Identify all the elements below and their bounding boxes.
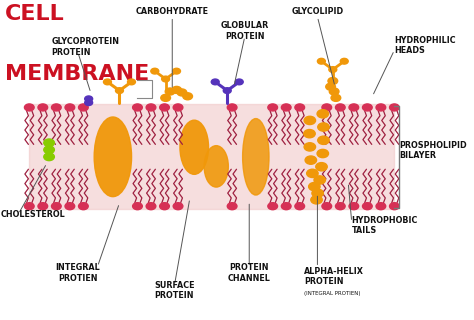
Circle shape bbox=[318, 58, 325, 64]
Circle shape bbox=[268, 104, 278, 111]
Circle shape bbox=[318, 123, 329, 131]
Text: GLOBULAR
PROTEIN: GLOBULAR PROTEIN bbox=[221, 21, 269, 41]
Text: HYDROPHILIC
HEADS: HYDROPHILIC HEADS bbox=[394, 36, 456, 55]
Circle shape bbox=[304, 143, 316, 151]
Circle shape bbox=[376, 203, 386, 210]
Circle shape bbox=[44, 146, 55, 154]
Circle shape bbox=[316, 163, 327, 171]
Circle shape bbox=[304, 116, 316, 124]
Circle shape bbox=[314, 176, 326, 184]
Ellipse shape bbox=[94, 117, 132, 197]
Circle shape bbox=[363, 104, 372, 111]
Circle shape bbox=[336, 203, 345, 210]
Circle shape bbox=[44, 153, 55, 161]
Circle shape bbox=[295, 203, 305, 210]
Circle shape bbox=[85, 100, 92, 106]
Circle shape bbox=[340, 58, 348, 64]
Text: ALPHA-HELIX
PROTEIN: ALPHA-HELIX PROTEIN bbox=[304, 267, 364, 286]
Text: INTEGRAL
PROTIEN: INTEGRAL PROTIEN bbox=[55, 263, 100, 283]
Circle shape bbox=[133, 104, 142, 111]
Bar bbox=[29, 104, 394, 209]
Circle shape bbox=[328, 77, 337, 84]
Text: CARBOHYDRATE: CARBOHYDRATE bbox=[136, 7, 209, 16]
Circle shape bbox=[312, 189, 323, 197]
Text: PROSPHOLIPID
BILAYER: PROSPHOLIPID BILAYER bbox=[399, 141, 466, 160]
Circle shape bbox=[363, 203, 372, 210]
Circle shape bbox=[52, 203, 61, 210]
Circle shape bbox=[307, 169, 318, 178]
Circle shape bbox=[318, 136, 329, 144]
Circle shape bbox=[173, 68, 181, 74]
Text: SURFACE
PROTEIN: SURFACE PROTEIN bbox=[154, 281, 195, 300]
Circle shape bbox=[38, 203, 48, 210]
Circle shape bbox=[161, 94, 171, 101]
Circle shape bbox=[376, 104, 386, 111]
Circle shape bbox=[235, 79, 243, 85]
Circle shape bbox=[228, 203, 237, 210]
Circle shape bbox=[349, 203, 359, 210]
Circle shape bbox=[38, 104, 48, 111]
Circle shape bbox=[146, 104, 156, 111]
Circle shape bbox=[322, 203, 332, 210]
Circle shape bbox=[322, 104, 332, 111]
Circle shape bbox=[390, 203, 399, 210]
Circle shape bbox=[268, 203, 278, 210]
Ellipse shape bbox=[180, 120, 209, 174]
Circle shape bbox=[173, 203, 183, 210]
Circle shape bbox=[116, 88, 123, 93]
Circle shape bbox=[317, 149, 328, 158]
Circle shape bbox=[44, 139, 55, 147]
Circle shape bbox=[211, 79, 219, 85]
Circle shape bbox=[349, 104, 359, 111]
Circle shape bbox=[172, 86, 182, 93]
Circle shape bbox=[329, 88, 339, 95]
Text: (INTEGRAL PROTIEN): (INTEGRAL PROTIEN) bbox=[304, 291, 361, 296]
Ellipse shape bbox=[243, 119, 269, 195]
Circle shape bbox=[151, 68, 159, 74]
Circle shape bbox=[25, 203, 34, 210]
Circle shape bbox=[160, 203, 169, 210]
Circle shape bbox=[282, 104, 291, 111]
Circle shape bbox=[228, 104, 237, 111]
Circle shape bbox=[133, 203, 142, 210]
Text: PROTEIN
CHANNEL: PROTEIN CHANNEL bbox=[228, 263, 271, 283]
Circle shape bbox=[305, 156, 317, 164]
Circle shape bbox=[304, 130, 315, 138]
Circle shape bbox=[282, 203, 291, 210]
Circle shape bbox=[79, 203, 88, 210]
Circle shape bbox=[128, 79, 136, 85]
Text: CELL: CELL bbox=[5, 4, 65, 24]
Circle shape bbox=[146, 203, 156, 210]
Circle shape bbox=[311, 196, 322, 204]
Ellipse shape bbox=[204, 146, 228, 187]
Circle shape bbox=[65, 203, 75, 210]
Circle shape bbox=[103, 79, 111, 85]
Circle shape bbox=[309, 182, 320, 191]
Text: GLYCOPROTEIN
PROTEIN: GLYCOPROTEIN PROTEIN bbox=[51, 37, 119, 57]
Circle shape bbox=[331, 94, 341, 101]
Circle shape bbox=[223, 88, 231, 93]
Circle shape bbox=[295, 104, 305, 111]
Text: GLYCOLIPID: GLYCOLIPID bbox=[292, 7, 344, 16]
Text: CHOLESTEROL: CHOLESTEROL bbox=[0, 210, 65, 219]
Circle shape bbox=[317, 110, 328, 118]
Circle shape bbox=[52, 104, 61, 111]
Circle shape bbox=[160, 104, 169, 111]
Text: MEMBRANE: MEMBRANE bbox=[5, 64, 149, 84]
Circle shape bbox=[85, 96, 92, 102]
Circle shape bbox=[165, 88, 175, 95]
Circle shape bbox=[329, 67, 337, 72]
Circle shape bbox=[173, 104, 183, 111]
Text: HYDROPHOBIC
TAILS: HYDROPHOBIC TAILS bbox=[352, 216, 418, 235]
Circle shape bbox=[326, 83, 336, 90]
Circle shape bbox=[25, 104, 34, 111]
Circle shape bbox=[65, 104, 75, 111]
Circle shape bbox=[336, 104, 345, 111]
Circle shape bbox=[390, 104, 399, 111]
Circle shape bbox=[183, 93, 192, 100]
Circle shape bbox=[177, 89, 187, 96]
Circle shape bbox=[79, 104, 88, 111]
Circle shape bbox=[162, 76, 170, 82]
